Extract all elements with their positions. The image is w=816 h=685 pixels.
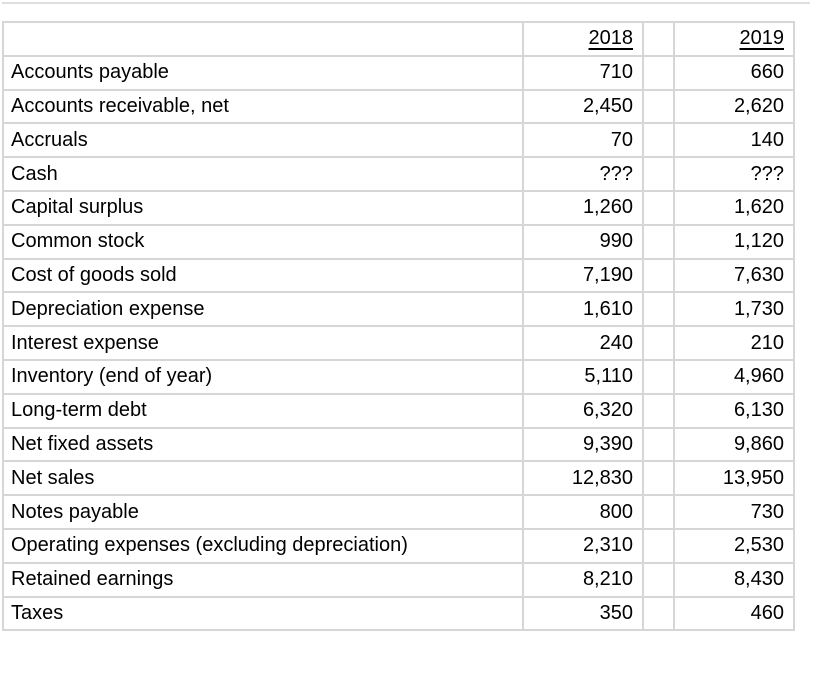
spacer-cell[interactable] [642,122,675,159]
spacer-cell[interactable] [642,527,675,564]
value-2019-cell[interactable]: 730 [673,494,795,530]
value-2019-cell[interactable]: 1,730 [673,291,795,328]
table-row: Retained earnings 8,210 8,430 [2,561,795,598]
table-row: Inventory (end of year) 5,110 4,960 [2,358,795,395]
value-2018-cell[interactable]: 2,310 [522,527,644,564]
header-empty-cell[interactable] [2,21,524,57]
value-2018-cell[interactable]: 9,390 [522,426,644,463]
value-2018-cell[interactable]: 990 [522,223,644,260]
value-2019-cell[interactable]: 660 [673,54,795,91]
row-label-cell[interactable]: Accruals [2,122,524,159]
row-label-cell[interactable]: Inventory (end of year) [2,358,524,395]
spacer-cell[interactable] [642,460,675,497]
spacer-cell[interactable] [642,189,675,226]
table-row: Cash ??? ??? [2,156,795,192]
table-row: Accounts receivable, net 2,450 2,620 [2,88,795,125]
value-2018-cell[interactable]: ??? [522,156,644,192]
value-2019-cell[interactable]: 140 [673,122,795,159]
table-row: Operating expenses (excluding depreciati… [2,527,795,564]
row-label-cell[interactable]: Retained earnings [2,561,524,598]
value-2018-cell[interactable]: 1,260 [522,189,644,226]
row-label-cell[interactable]: Cash [2,156,524,192]
table-row: Net sales 12,830 13,950 [2,460,795,497]
spacer-cell[interactable] [642,88,675,125]
value-2018-cell[interactable]: 2,450 [522,88,644,125]
spacer-cell[interactable] [642,257,675,294]
row-label-cell[interactable]: Long-term debt [2,392,524,429]
value-2019-cell[interactable]: 7,630 [673,257,795,294]
spacer-cell[interactable] [642,358,675,395]
value-2018-cell[interactable]: 710 [522,54,644,91]
top-gridline [2,2,810,4]
value-2019-cell[interactable]: 460 [673,595,795,632]
value-2019-cell[interactable]: 4,960 [673,358,795,395]
value-2019-cell[interactable]: 210 [673,325,795,361]
value-2019-cell[interactable]: 13,950 [673,460,795,497]
row-label-cell[interactable]: Taxes [2,595,524,632]
value-2019-cell[interactable]: 1,120 [673,223,795,260]
value-2019-cell[interactable]: 1,620 [673,189,795,226]
value-2018-cell[interactable]: 7,190 [522,257,644,294]
spacer-cell[interactable] [642,54,675,91]
header-year-2019-cell[interactable]: 2019 [673,21,795,57]
spacer-cell[interactable] [642,392,675,429]
row-label-cell[interactable]: Notes payable [2,494,524,530]
value-2019-cell[interactable]: 6,130 [673,392,795,429]
row-label-cell[interactable]: Capital surplus [2,189,524,226]
table-row: Depreciation expense 1,610 1,730 [2,291,795,328]
spacer-cell[interactable] [642,494,675,530]
value-2019-cell[interactable]: 2,620 [673,88,795,125]
spacer-cell[interactable] [642,21,675,57]
value-2018-cell[interactable]: 70 [522,122,644,159]
value-2019-cell[interactable]: ??? [673,156,795,192]
financial-data-table: 2018 2019 Accounts payable 710 660 Accou… [2,21,795,632]
row-label-cell[interactable]: Net sales [2,460,524,497]
table-row: Common stock 990 1,120 [2,223,795,260]
value-2018-cell[interactable]: 1,610 [522,291,644,328]
value-2019-cell[interactable]: 9,860 [673,426,795,463]
table-row: Cost of goods sold 7,190 7,630 [2,257,795,294]
value-2018-cell[interactable]: 6,320 [522,392,644,429]
spacer-cell[interactable] [642,595,675,632]
row-label-cell[interactable]: Common stock [2,223,524,260]
row-label-cell[interactable]: Interest expense [2,325,524,361]
spacer-cell[interactable] [642,223,675,260]
value-2019-cell[interactable]: 8,430 [673,561,795,598]
spacer-cell[interactable] [642,325,675,361]
table-row: Accounts payable 710 660 [2,54,795,91]
value-2018-cell[interactable]: 12,830 [522,460,644,497]
table-row: Notes payable 800 730 [2,494,795,530]
table-row: Long-term debt 6,320 6,130 [2,392,795,429]
row-label-cell[interactable]: Operating expenses (excluding depreciati… [2,527,524,564]
table-row: Taxes 350 460 [2,595,795,632]
value-2018-cell[interactable]: 8,210 [522,561,644,598]
spacer-cell[interactable] [642,156,675,192]
header-year-2018-label: 2018 [588,27,634,50]
table-row: Interest expense 240 210 [2,325,795,361]
value-2018-cell[interactable]: 240 [522,325,644,361]
header-year-2019-label: 2019 [739,27,785,50]
spacer-cell[interactable] [642,426,675,463]
value-2018-cell[interactable]: 5,110 [522,358,644,395]
header-year-2018-cell[interactable]: 2018 [522,21,644,57]
table-row: Net fixed assets 9,390 9,860 [2,426,795,463]
row-label-cell[interactable]: Accounts payable [2,54,524,91]
row-label-cell[interactable]: Depreciation expense [2,291,524,328]
table-row: Capital surplus 1,260 1,620 [2,189,795,226]
value-2018-cell[interactable]: 800 [522,494,644,530]
table-row: Accruals 70 140 [2,122,795,159]
row-label-cell[interactable]: Net fixed assets [2,426,524,463]
spacer-cell[interactable] [642,561,675,598]
value-2019-cell[interactable]: 2,530 [673,527,795,564]
row-label-cell[interactable]: Cost of goods sold [2,257,524,294]
table-body: 2018 2019 Accounts payable 710 660 Accou… [2,21,795,632]
value-2018-cell[interactable]: 350 [522,595,644,632]
spacer-cell[interactable] [642,291,675,328]
header-row: 2018 2019 [2,21,795,57]
row-label-cell[interactable]: Accounts receivable, net [2,88,524,125]
